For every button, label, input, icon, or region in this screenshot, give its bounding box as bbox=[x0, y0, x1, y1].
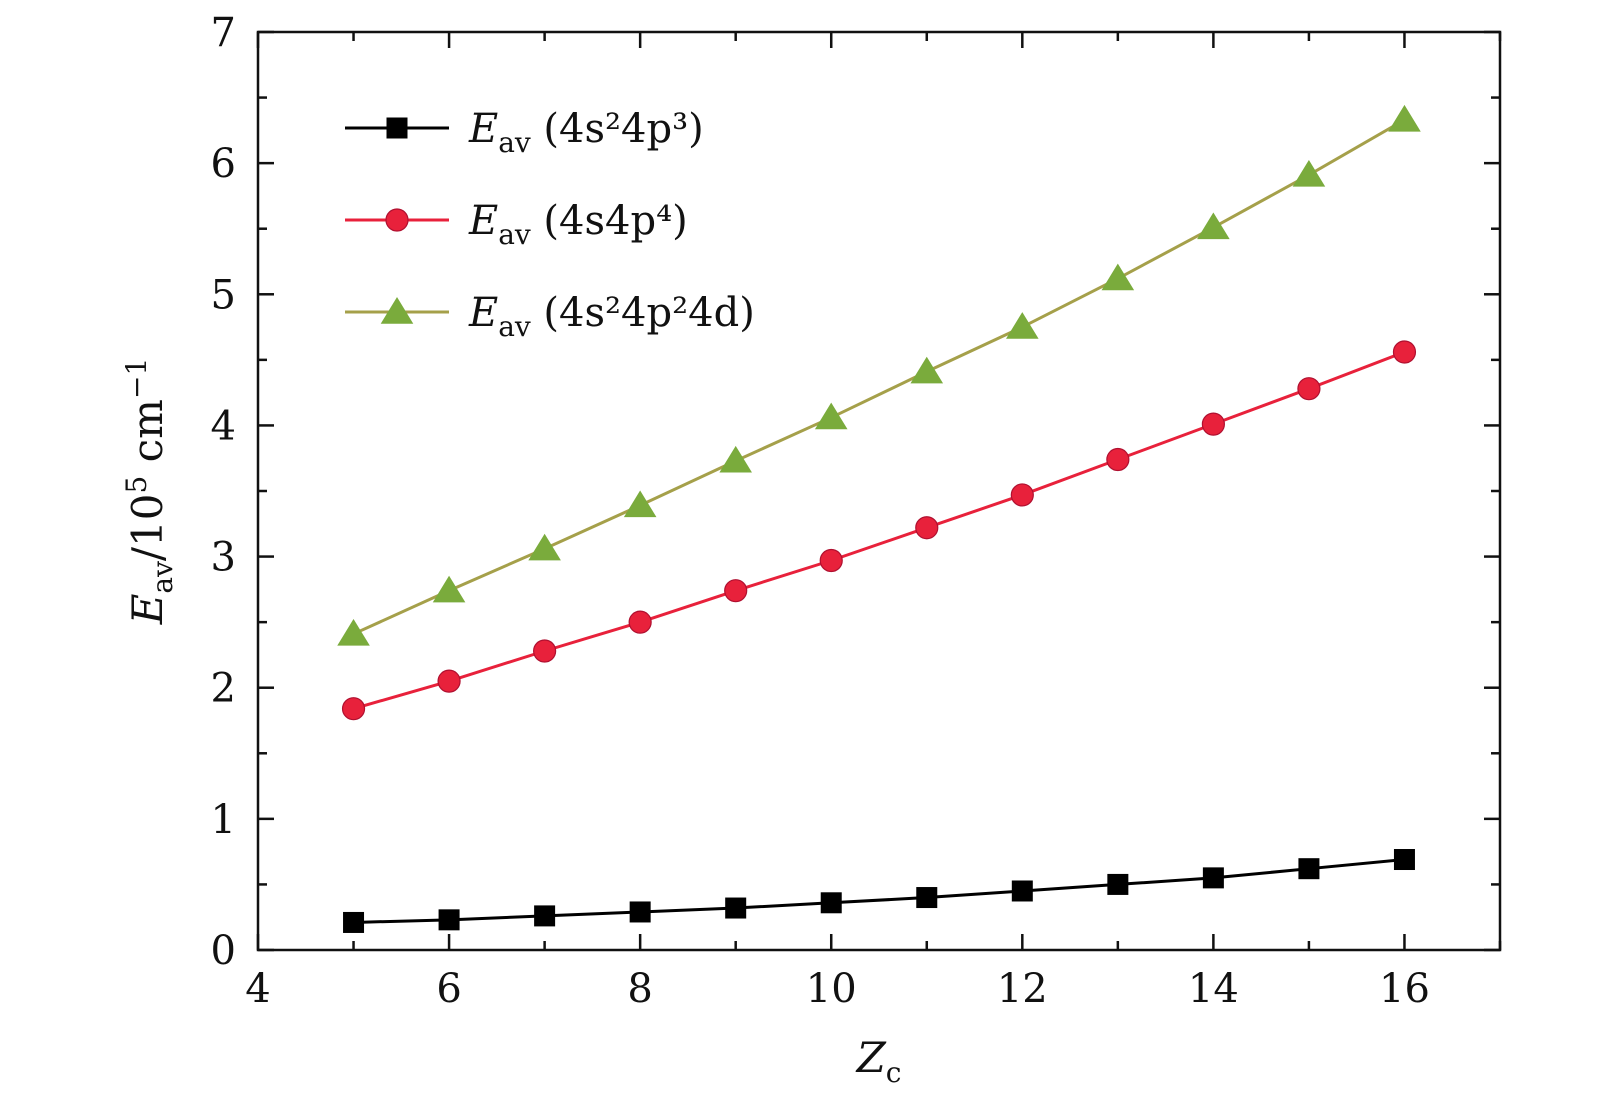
x-tick-label: 8 bbox=[627, 966, 652, 1012]
data-point bbox=[1392, 340, 1417, 364]
data-point bbox=[437, 669, 461, 693]
legend-label: Eav (4s²4p³) bbox=[468, 106, 704, 159]
y-axis-title-unit: cm bbox=[123, 399, 172, 476]
legend-label-main: E bbox=[468, 198, 498, 244]
y-tick-label: 0 bbox=[211, 928, 236, 974]
legend-marker bbox=[385, 208, 409, 232]
data-point bbox=[1197, 212, 1230, 240]
series-line bbox=[353, 858, 1405, 924]
x-tick-label: 4 bbox=[245, 966, 270, 1012]
y-axis-title-sub: av bbox=[146, 561, 179, 594]
data-point bbox=[724, 579, 748, 603]
data-point bbox=[1201, 412, 1225, 436]
data-point bbox=[438, 909, 460, 931]
y-tick-label: 6 bbox=[211, 141, 236, 187]
legend-item-1: Eav (4s²4p³) bbox=[345, 106, 704, 159]
data-point bbox=[534, 905, 556, 927]
data-point bbox=[1297, 377, 1321, 401]
series-1 bbox=[343, 849, 1415, 933]
y-tick-label: 5 bbox=[211, 272, 236, 318]
y-axis-title-main: E bbox=[123, 594, 172, 626]
y-axis-title-unit-tail-exp: −1 bbox=[120, 358, 153, 399]
y-axis-title-unit-exp: 5 bbox=[120, 476, 153, 494]
legend-label-config: (4s4p⁴) bbox=[531, 198, 688, 244]
data-point bbox=[528, 533, 561, 561]
data-point bbox=[916, 887, 938, 909]
x-axis-title-main: Z bbox=[855, 1033, 887, 1082]
data-point bbox=[1010, 483, 1034, 507]
legend-marker bbox=[380, 297, 414, 324]
y-tick-label: 7 bbox=[211, 10, 236, 56]
y-tick-label: 3 bbox=[211, 535, 236, 581]
legend-label-config: (4s²4p³) bbox=[531, 106, 704, 152]
x-tick-label: 10 bbox=[806, 966, 857, 1012]
data-point bbox=[1393, 849, 1415, 871]
legend-item-3: Eav (4s²4p²4d) bbox=[345, 290, 755, 343]
x-tick-label: 12 bbox=[997, 966, 1048, 1012]
x-tick-label: 6 bbox=[436, 966, 461, 1012]
series-line bbox=[352, 118, 1406, 636]
y-axis-title-unit-prefix: /10 bbox=[123, 494, 172, 562]
x-axis-title-sub: c bbox=[886, 1056, 902, 1089]
data-point bbox=[915, 516, 939, 540]
data-point bbox=[1006, 312, 1039, 339]
legend-label-main: E bbox=[468, 106, 498, 152]
x-tick-label: 14 bbox=[1188, 966, 1239, 1012]
data-point bbox=[1298, 858, 1320, 880]
data-point bbox=[725, 897, 747, 919]
data-point bbox=[1202, 867, 1224, 889]
legend-label: Eav (4s4p⁴) bbox=[468, 198, 688, 251]
data-point bbox=[910, 356, 944, 384]
data-point bbox=[719, 445, 752, 473]
series-3 bbox=[337, 104, 1421, 646]
legend-label-config: (4s²4p²4d) bbox=[531, 290, 755, 336]
y-axis-title: Eav/105 cm−1 bbox=[120, 358, 179, 626]
data-point bbox=[341, 697, 366, 721]
y-tick-label: 4 bbox=[211, 403, 236, 449]
legend-label-main: E bbox=[468, 290, 498, 336]
legend-marker bbox=[386, 117, 408, 139]
series-line bbox=[353, 350, 1405, 711]
legend-label-sub: av bbox=[498, 218, 531, 251]
data-point bbox=[623, 490, 657, 518]
data-point bbox=[343, 911, 365, 933]
data-point bbox=[1106, 447, 1130, 472]
data-point bbox=[820, 892, 842, 914]
series-2 bbox=[341, 340, 1417, 721]
data-point bbox=[337, 618, 370, 646]
y-tick-label: 2 bbox=[211, 666, 236, 712]
data-point bbox=[814, 402, 848, 430]
x-tick-label: 16 bbox=[1379, 966, 1430, 1012]
data-point bbox=[1388, 104, 1421, 132]
data-point bbox=[629, 901, 651, 923]
data-point bbox=[1292, 159, 1326, 187]
data-point bbox=[1011, 880, 1033, 902]
legend-item-2: Eav (4s4p⁴) bbox=[345, 198, 688, 251]
data-point bbox=[628, 610, 652, 634]
data-point bbox=[1101, 263, 1135, 291]
data-point bbox=[819, 548, 843, 573]
data-point bbox=[432, 575, 466, 603]
y-tick-label: 1 bbox=[211, 797, 236, 843]
legend-label-sub: av bbox=[498, 126, 531, 159]
legend-label: Eav (4s²4p²4d) bbox=[468, 290, 755, 343]
data-point bbox=[1107, 873, 1129, 895]
legend-label-sub: av bbox=[498, 310, 531, 343]
data-point bbox=[533, 639, 557, 663]
x-axis-title: Zc bbox=[855, 1033, 902, 1089]
